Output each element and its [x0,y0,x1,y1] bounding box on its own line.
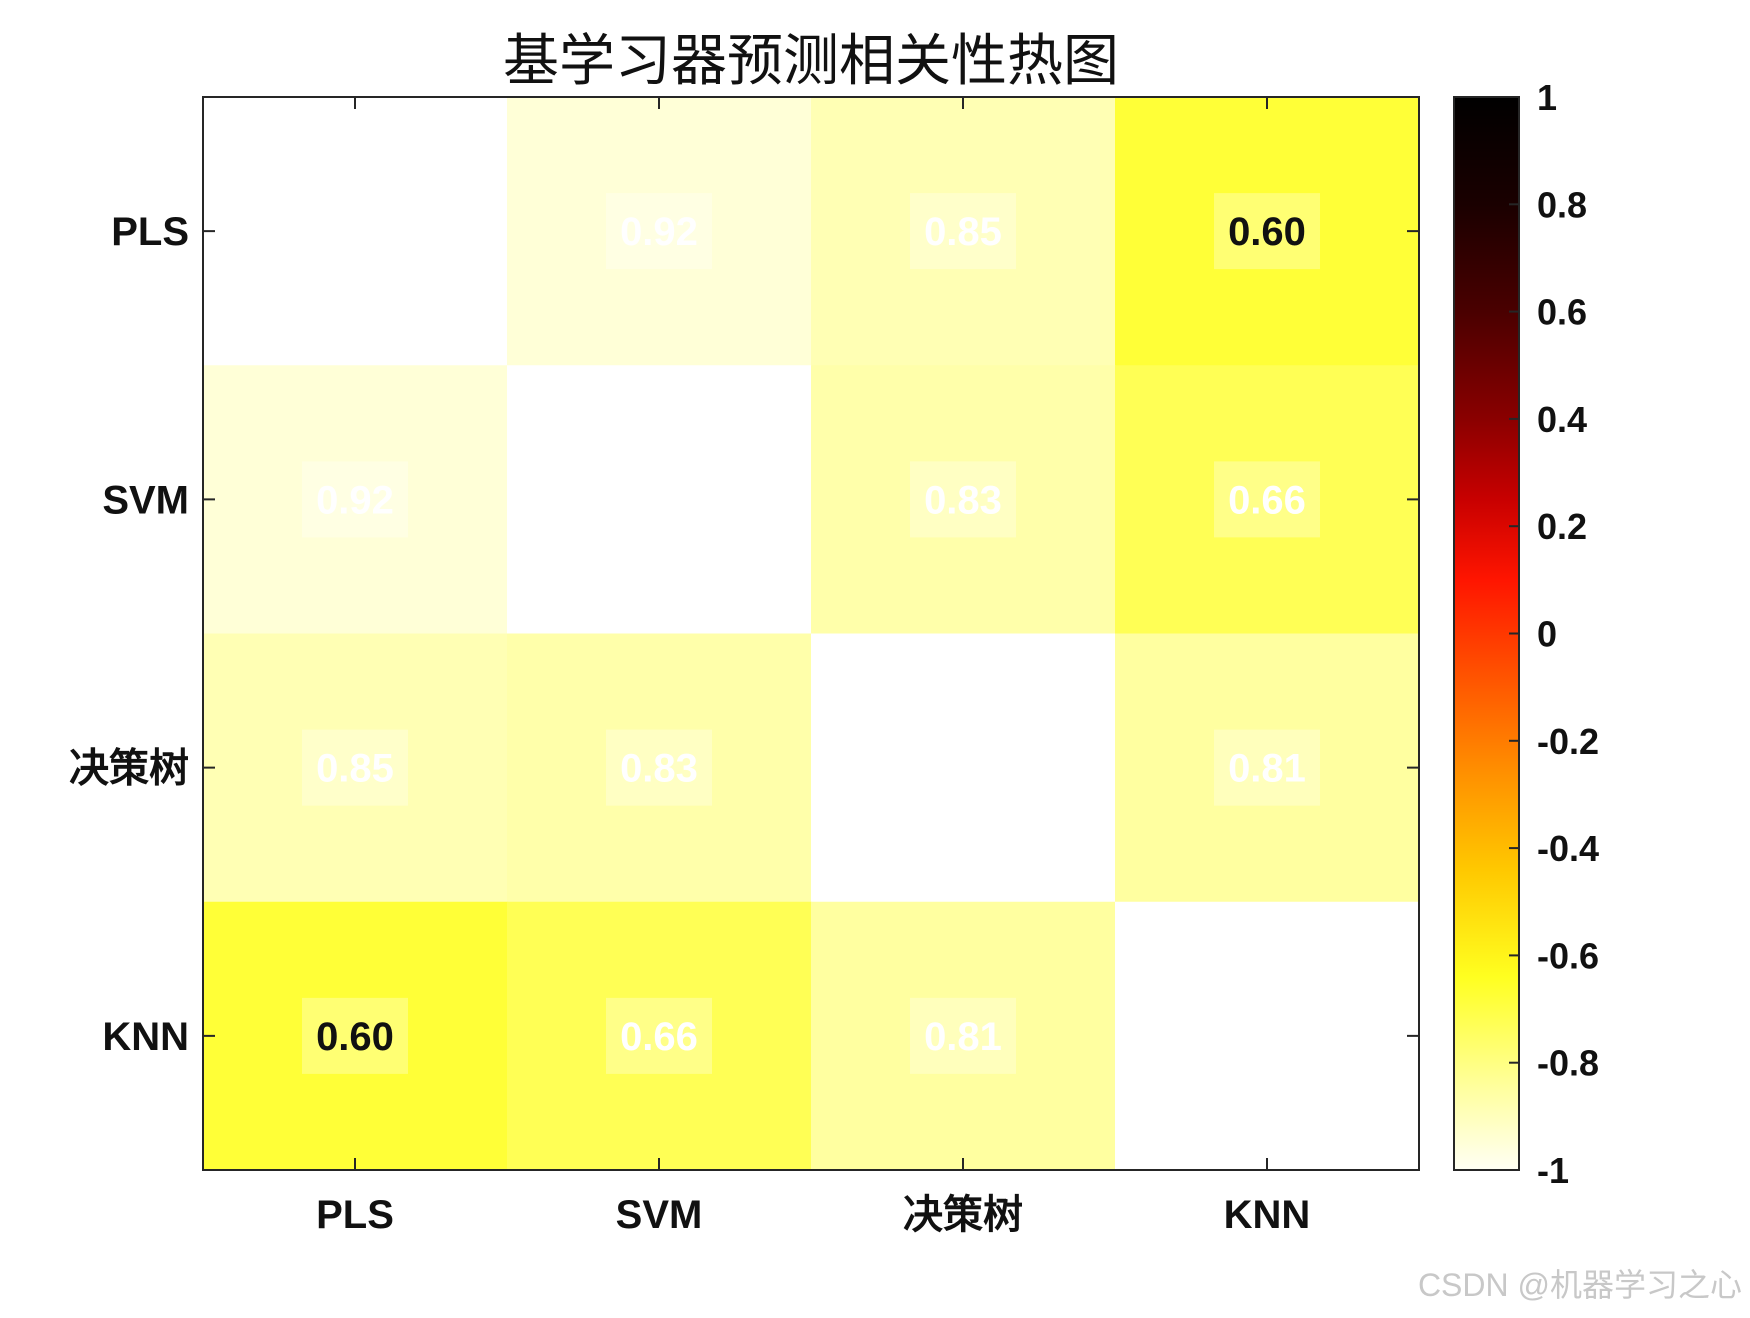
x-tick-label: PLS [316,1193,394,1237]
colorbar-tick-label: -1 [1537,1150,1569,1191]
colorbar: 1 0.8 0.6 0.4 0.2 0 -0.2 -0.4 -0.6 -0.8 -1 [1453,77,1599,1191]
cell-value-label: 0.83 [924,478,1002,522]
colorbar-gradient [1453,96,1520,1171]
cell-label-box [302,729,408,806]
colorbar-tick-label: 0.2 [1537,506,1587,547]
colorbar-tick-label: -0.8 [1537,1043,1599,1084]
cell-label-box [910,997,1016,1074]
cell-label-box [302,997,408,1074]
cell-label-box [1214,729,1320,806]
colorbar-tick-label: 1 [1537,77,1557,118]
heatmap-axes: PLS SVM 决策树 KNN PLS SVM 决策树 KNN [69,96,1420,1237]
cell-value-label: 0.81 [1228,747,1306,791]
heatmap-cell-PLS-决策树 [811,97,1116,366]
heatmap-cell-KNN-决策树 [811,901,1116,1171]
heatmap-cell-决策树-决策树 [811,633,1116,903]
x-tick-label: 决策树 [903,1193,1023,1237]
cell-value-label: 0.60 [316,1015,394,1059]
cell-value-label: 0.85 [316,747,394,791]
x-tick-label: KNN [1224,1193,1311,1237]
cell-value-label: 1.00 [1228,1015,1306,1059]
cell-value-label: 1.00 [620,478,698,522]
colorbar-tick-label: 0.6 [1537,292,1587,333]
cell-value-labels: 1.00 0.92 0.85 0.60 0.92 1.00 0.83 0.66 0.85 0.83… [302,193,1320,1074]
colorbar-tick-label: 0 [1537,614,1557,655]
heatmap-cells [203,97,1420,1171]
heatmap-cell-PLS-KNN [1115,97,1420,366]
heatmap-cell-决策树-PLS [203,633,508,903]
heatmap-cell-决策树-SVM [507,633,812,903]
heatmap-cell-KNN-SVM [507,901,812,1171]
cell-value-label: 0.85 [924,210,1002,254]
cell-value-label: 0.66 [620,1015,698,1059]
cell-value-label: 1.00 [924,747,1002,791]
cell-value-label: 0.66 [1228,478,1306,522]
heatmap-cell-KNN-KNN [1115,901,1420,1171]
cell-label-box [606,997,712,1074]
y-tick-label: 决策树 [69,747,189,791]
heatmap-cell-SVM-PLS [203,365,508,634]
y-tick-label: PLS [111,210,189,254]
cell-value-label: 0.92 [316,478,394,522]
cell-label-box [302,461,408,538]
colorbar-tick-label: 0.4 [1537,399,1587,440]
cell-value-label: 0.92 [620,210,698,254]
colorbar-tick-label: -0.2 [1537,721,1599,762]
cell-label-box [302,193,408,270]
cell-label-box [606,729,712,806]
y-tick-label: SVM [102,478,189,522]
cell-value-label: 1.00 [316,210,394,254]
cell-value-label: 0.60 [1228,210,1306,254]
cell-label-box [1214,461,1320,538]
cell-value-label: 0.83 [620,747,698,791]
y-tick-label: KNN [102,1015,189,1059]
cell-label-box [1214,997,1320,1074]
cell-label-box [606,193,712,270]
heatmap-cell-KNN-PLS [203,901,508,1171]
cell-label-box [606,461,712,538]
heatmap-cell-决策树-KNN [1115,633,1420,903]
chart-title: 基学习器预测相关性热图 [503,29,1119,94]
heatmap-cell-SVM-决策树 [811,365,1116,634]
cell-label-box [910,193,1016,270]
colorbar-tick-label: -0.6 [1537,935,1599,976]
cell-value-label: 0.81 [924,1015,1002,1059]
cell-label-box [910,729,1016,806]
colorbar-tick-label: -0.4 [1537,828,1599,869]
x-tick-label: SVM [616,1193,703,1237]
cell-label-box [910,461,1016,538]
colorbar-tick-label: 0.8 [1537,184,1587,225]
watermark: CSDN @机器学习之心 [1418,1267,1742,1303]
heatmap-cell-SVM-SVM [507,365,812,634]
plot-frame [202,96,1420,1171]
heatmap-cell-PLS-PLS [203,97,508,366]
cell-label-box [1214,193,1320,270]
heatmap-cell-SVM-KNN [1115,365,1420,634]
heatmap-cell-PLS-SVM [507,97,812,366]
